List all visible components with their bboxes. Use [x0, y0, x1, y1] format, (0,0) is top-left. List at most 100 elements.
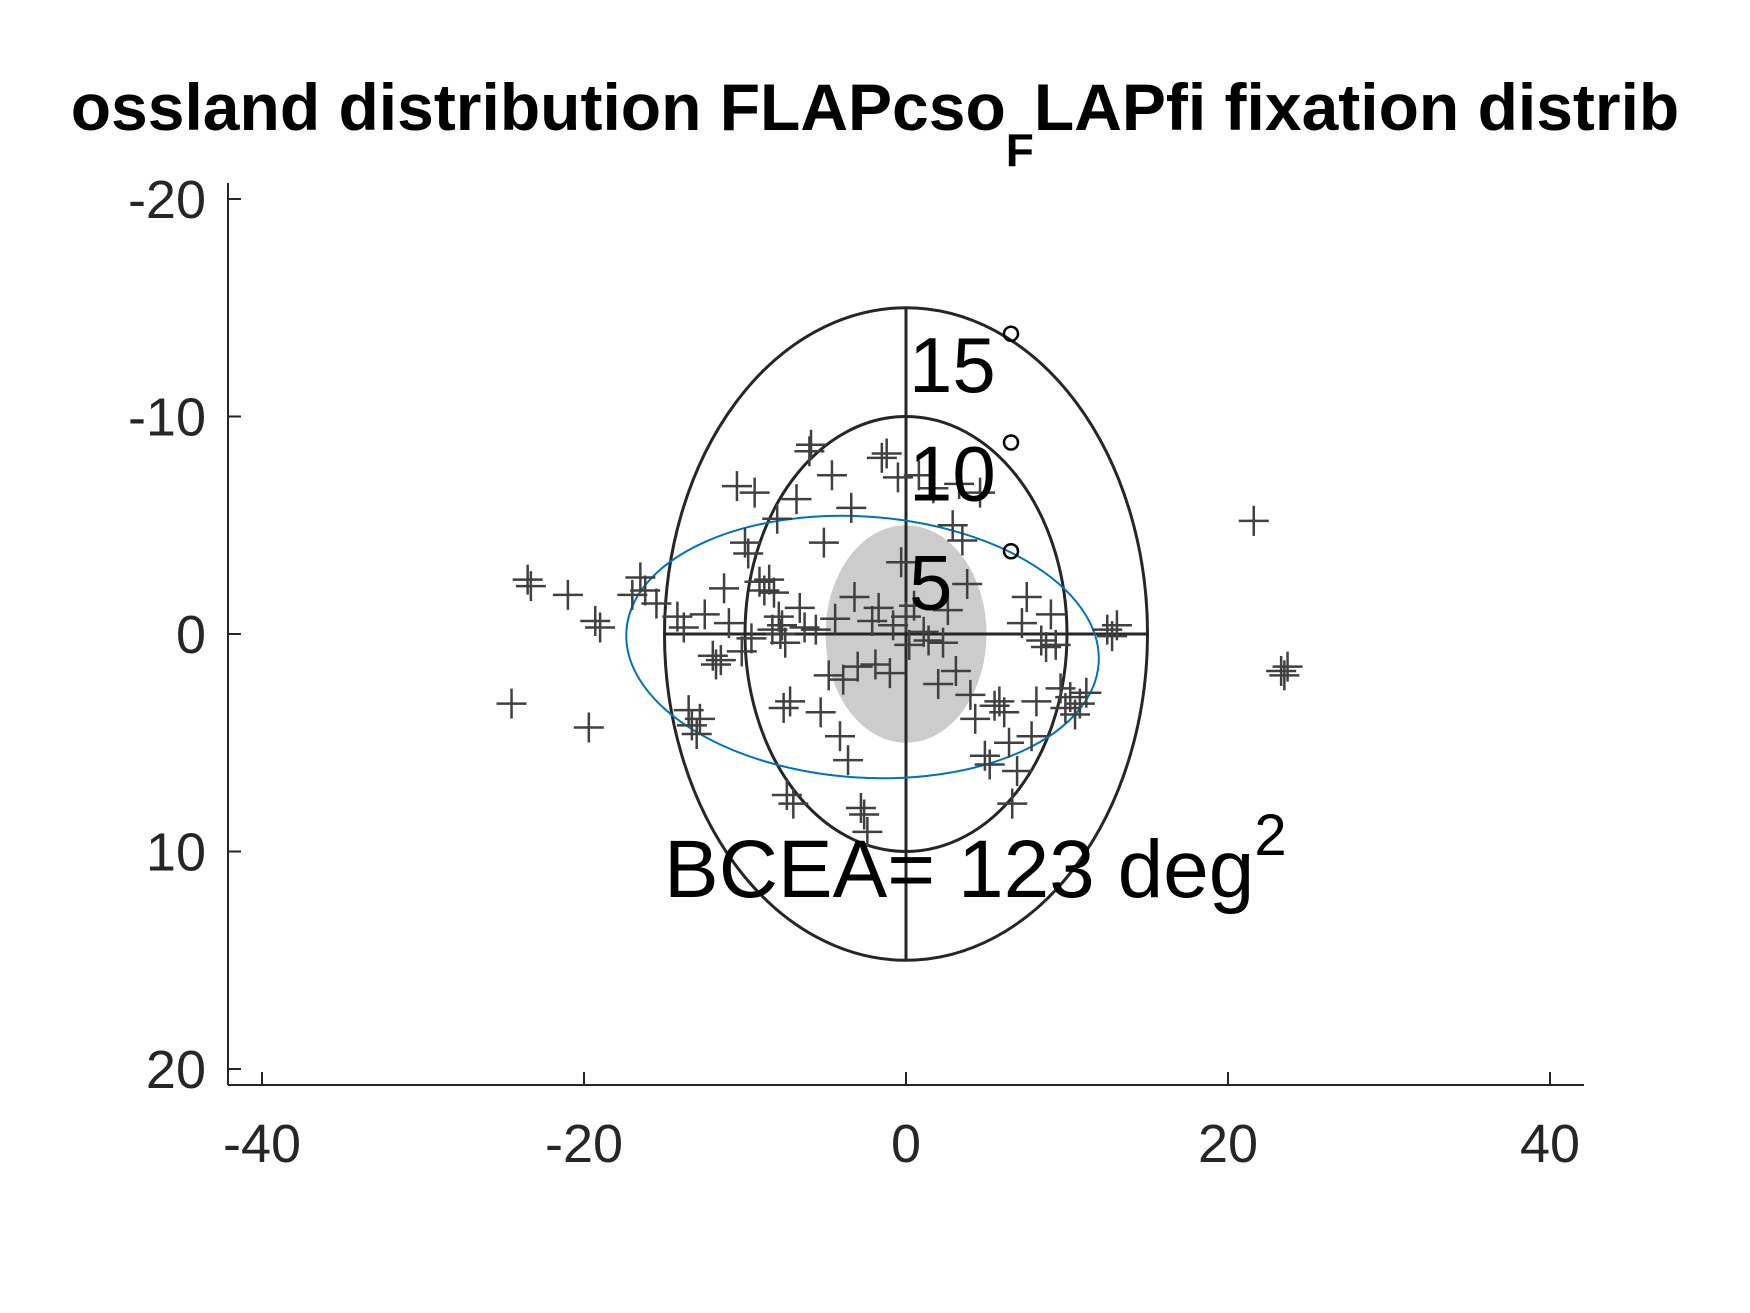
x-tick-label: -40 [223, 1114, 301, 1174]
bcea-label-text: BCEA= 123 deg [664, 824, 1254, 915]
fixation-point-marker [1071, 677, 1102, 708]
fixation-point-marker [836, 492, 867, 523]
fixation-point-marker [1035, 599, 1066, 630]
fixation-point-marker [918, 473, 949, 504]
fixation-point-marker [676, 710, 707, 741]
bcea-label-superscript: 2 [1254, 803, 1286, 868]
fixation-point-marker [775, 686, 806, 717]
fixation-point-marker [770, 627, 801, 658]
fixation-point-marker [1026, 625, 1057, 656]
x-tick-label: 20 [1198, 1114, 1258, 1174]
fixation-point-marker [1011, 582, 1042, 613]
fixation-point-marker [866, 442, 897, 473]
fixation-point-marker [903, 460, 934, 491]
fixation-point-marker [842, 651, 873, 682]
chart-title-subscript: F [1006, 124, 1034, 176]
fixation-point-marker [617, 579, 648, 610]
fixation-point-marker [908, 616, 939, 647]
fixation-point-marker [580, 605, 611, 636]
fixation-point-marker [923, 669, 954, 700]
fixation-point-marker [757, 614, 788, 645]
fixation-point-marker [874, 658, 905, 689]
fixation-point-marker [886, 547, 917, 578]
y-tick-label: -20 [128, 170, 206, 230]
fixation-point-marker [1021, 686, 1052, 717]
fixation-point-marker [820, 603, 851, 634]
fixation-point-marker [789, 612, 820, 643]
fixation-point-marker [733, 538, 764, 569]
bcea-ellipse [625, 514, 1100, 780]
ring-label-15: 15 [909, 321, 996, 409]
fixation-point-marker [625, 562, 656, 593]
fixation-point-marker [1016, 721, 1047, 752]
fixation-point-marker [944, 468, 975, 499]
y-tick-label: -10 [128, 388, 206, 448]
chart-title-part-2: LAPfi fixation distrib [1034, 70, 1679, 144]
fixation-point-marker [860, 649, 891, 680]
fixation-point-marker [928, 627, 959, 658]
fixation-point-marker [781, 484, 812, 515]
fixation-point-marker [689, 599, 720, 630]
bcea-ellipse-group [625, 514, 1100, 780]
y-tick-label: 10 [146, 823, 206, 883]
fixation-point-marker [839, 582, 870, 613]
fixation-point-marker [878, 610, 909, 641]
chart-title-part-1: ossland distribution FLAPcso [71, 70, 1006, 144]
fixation-point-marker [989, 697, 1020, 728]
fixation-point-marker [808, 527, 839, 558]
fixation-point-marker [824, 721, 855, 752]
fixation-point-marker [701, 649, 732, 680]
x-axis-ticks: -40 -20 0 20 40 [223, 1072, 1580, 1174]
fixation-point-marker [833, 745, 864, 776]
fixation-point-marker [585, 612, 616, 643]
x-tick-label: -20 [545, 1114, 623, 1174]
fixation-point-marker [796, 429, 827, 460]
fixation-point-marker [754, 564, 785, 595]
fixation-point-marker [940, 655, 971, 686]
fixation-point-marker [552, 579, 583, 610]
fixation-point-marker [673, 695, 704, 726]
fixation-points [496, 429, 1303, 847]
fixation-point-marker [684, 703, 715, 734]
degree-symbol-10 [1002, 434, 1020, 451]
fixation-point-marker [771, 779, 802, 810]
fixation-point-marker [913, 625, 944, 656]
fixation-point-marker [758, 577, 789, 608]
fixation-point-marker [681, 719, 712, 750]
fixation-point-marker [713, 608, 744, 639]
fixation-point-marker [899, 590, 930, 621]
fixation-point-marker [1238, 505, 1269, 536]
fixation-point-marker [709, 573, 740, 604]
fixation-point-marker [697, 640, 728, 671]
y-tick-label: 0 [176, 605, 206, 665]
fixation-point-marker [765, 619, 796, 649]
fixation-point-marker [668, 612, 699, 643]
fixation-point-marker [1006, 608, 1037, 639]
fixation-point-marker [1002, 756, 1033, 787]
ring-labels: 15 10 5 [909, 321, 1020, 626]
fixation-point-marker [1040, 629, 1071, 660]
fixation-point-marker [630, 575, 661, 606]
ring-label-10: 10 [909, 430, 996, 518]
fixation-point-marker [960, 703, 991, 734]
fixation-point-marker [726, 636, 757, 667]
fixation-point-marker [894, 629, 925, 660]
fixation-point-marker [800, 614, 831, 645]
fixation-point-marker [857, 605, 888, 636]
ring-label-5: 5 [909, 538, 952, 626]
fixation-point-marker [641, 588, 672, 619]
fixation-point-marker [955, 679, 986, 710]
fixation-point-marker [515, 571, 546, 602]
fixation-point-marker [863, 592, 894, 623]
bcea-label: BCEA= 123 deg2 [664, 803, 1287, 915]
fixation-point-marker [813, 660, 844, 691]
fixation-point-marker [882, 462, 913, 493]
degree-symbol-15 [1002, 325, 1020, 342]
fixation-point-marker [739, 477, 770, 508]
x-tick-label: 40 [1520, 1114, 1580, 1174]
degree-symbol-5 [1002, 543, 1020, 560]
fixation-point-marker [997, 788, 1028, 819]
chart-title: ossland distribution FLAPcsoFLAPfi fixat… [71, 70, 1680, 176]
fixation-point-marker [932, 595, 963, 626]
fixation-point-marker [952, 568, 983, 599]
